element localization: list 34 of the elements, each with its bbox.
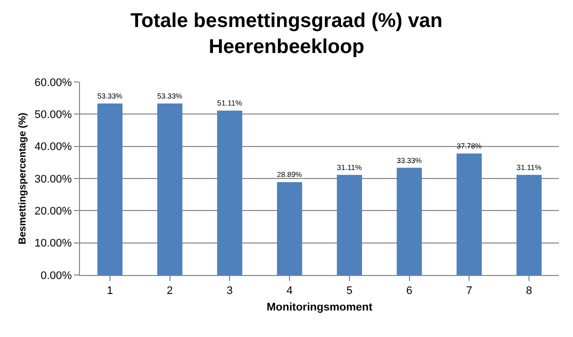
data-label: 53.33% (97, 91, 123, 100)
data-label: 31.11% (336, 162, 362, 172)
data-label: 33.33% (396, 156, 422, 165)
y-axis-title: Besmettingspercentage (%) (17, 112, 28, 244)
y-tick-label: 60.00% (34, 76, 72, 89)
bar (97, 103, 123, 275)
bar (276, 182, 302, 275)
x-tick-label: 1 (106, 285, 114, 298)
data-label: 53.33% (157, 91, 183, 100)
x-tick-label: 8 (526, 285, 532, 298)
data-label: 28.89% (277, 170, 302, 180)
x-tick-label: 5 (346, 285, 353, 298)
y-tick-label: 40.00% (34, 141, 72, 154)
y-tick-label: 50.00% (34, 109, 72, 122)
y-tick-label: 30.00% (34, 173, 72, 186)
bar (336, 174, 362, 275)
data-label: 37.78% (456, 141, 482, 150)
x-tick-label: 7 (466, 285, 472, 298)
bar (456, 153, 482, 275)
y-tick-label: 20.00% (34, 206, 72, 218)
chart-title: Totale besmettingsgraad (%) van Heerenbeekloop (130, 10, 442, 58)
x-tick-label: 2 (166, 285, 173, 298)
bar (157, 103, 182, 275)
y-tick-label: 10.00% (34, 238, 72, 250)
bar (396, 168, 422, 275)
y-tick-label: 0.00% (40, 270, 72, 282)
bar (217, 110, 242, 275)
x-tick-label: 3 (226, 285, 233, 298)
x-axis-title: Monitoringsmoment (266, 301, 373, 314)
data-label: 51.11% (217, 98, 242, 108)
data-label: 31.11% (516, 162, 542, 172)
x-tick-label: 4 (286, 285, 293, 298)
bar (516, 174, 542, 275)
x-tick-label: 6 (406, 285, 412, 298)
